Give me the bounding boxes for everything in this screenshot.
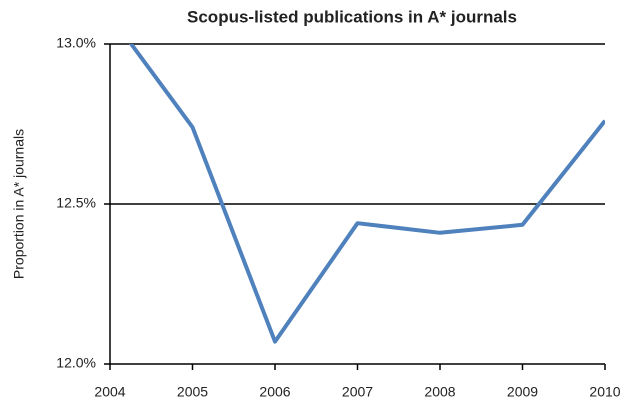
y-axis-label: Proportion in A* journals [11,129,27,279]
data-line [128,44,605,344]
x-tick-label: 2005 [177,384,208,400]
chart-title: Scopus-listed publications in A* journal… [187,7,517,26]
y-tick-label: 12.0% [56,355,96,371]
x-tick-label: 2009 [507,384,538,400]
y-tick-label: 13.0% [56,35,96,51]
x-tick-label: 2006 [259,384,290,400]
x-tick-label: 2007 [342,384,373,400]
y-tick-label: 12.5% [56,195,96,211]
x-tick-label: 2008 [424,384,455,400]
x-tick-label: 2010 [589,384,620,400]
x-tick-label: 2004 [94,384,125,400]
